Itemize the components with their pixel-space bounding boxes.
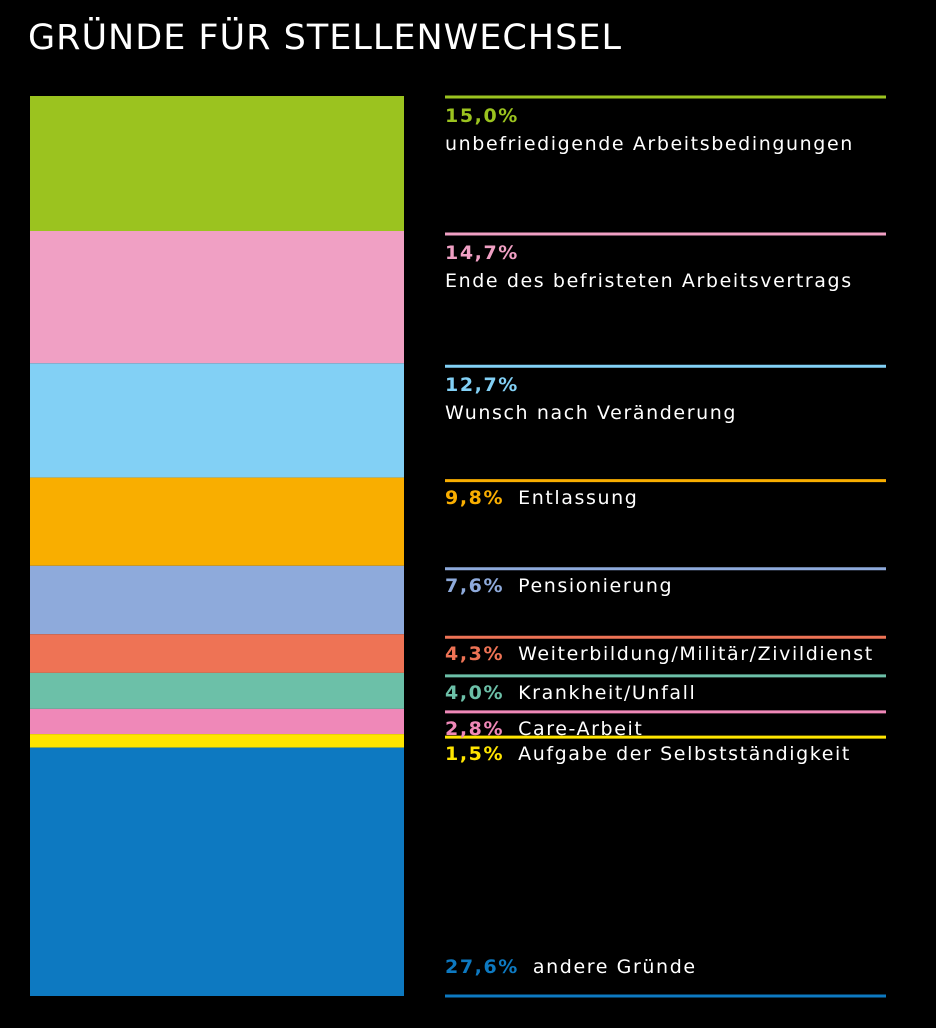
value-label: 14,7%	[445, 242, 519, 264]
segment-label: 4,3% Weiterbildung/Militär/Zivildienst	[445, 643, 874, 665]
value-label: 4,3%	[445, 643, 505, 666]
segment-label: 15,0% unbefriedigende Arbeitsbedingungen	[445, 105, 854, 155]
value-label: 4,0%	[445, 681, 505, 704]
category-label: Wunsch nach Veränderung	[445, 402, 738, 425]
category-label: unbefriedigende Arbeitsbedingungen	[445, 133, 854, 155]
category-label: Pensionierung	[518, 574, 674, 597]
category-label: Entlassung	[518, 486, 639, 509]
category-label: andere Gründe	[532, 956, 697, 978]
segment-label: 7,6% Pensionierung	[445, 575, 673, 597]
bar-segment	[30, 747, 404, 996]
category-label: Krankheit/Unfall	[518, 681, 697, 704]
category-label: Care-Arbeit	[518, 717, 644, 740]
segment-label: 27,6% andere Gründe	[445, 956, 697, 978]
value-label: 1,5%	[445, 743, 505, 766]
value-label: 2,8%	[445, 717, 505, 740]
value-label: 15,0%	[445, 105, 519, 127]
value-label: 7,6%	[445, 574, 505, 597]
bar-segment	[30, 672, 404, 709]
category-label: Aufgabe der Selbstständigkeit	[518, 743, 851, 766]
value-label: 9,8%	[445, 486, 505, 509]
bar-segment	[30, 565, 404, 635]
segment-label: 4,0% Krankheit/Unfall	[445, 682, 696, 704]
segment-label: 2,8% Care-Arbeit	[445, 718, 643, 740]
bar-segment	[30, 708, 404, 735]
bar-segment	[30, 634, 404, 673]
segment-label: 9,8% Entlassung	[445, 487, 638, 509]
category-label: Ende des befristeten Arbeitsvertrags	[445, 270, 853, 292]
bar-segment	[30, 363, 404, 478]
bar-segment	[30, 734, 404, 748]
bar-segment	[30, 96, 404, 231]
category-label: Weiterbildung/Militär/Zivildienst	[518, 643, 874, 666]
bar-segment	[30, 477, 404, 566]
bar-segment	[30, 231, 404, 364]
value-label: 12,7%	[445, 374, 519, 397]
value-label: 27,6%	[445, 956, 519, 978]
chart-title: GRÜNDE FÜR STELLENWECHSEL	[28, 18, 622, 58]
segment-label: 14,7% Ende des befristeten Arbeitsvertrag…	[445, 242, 853, 292]
segment-label: 1,5% Aufgabe der Selbstständigkeit	[445, 743, 851, 765]
segment-label: 12,7% Wunsch nach Veränderung	[445, 374, 737, 424]
